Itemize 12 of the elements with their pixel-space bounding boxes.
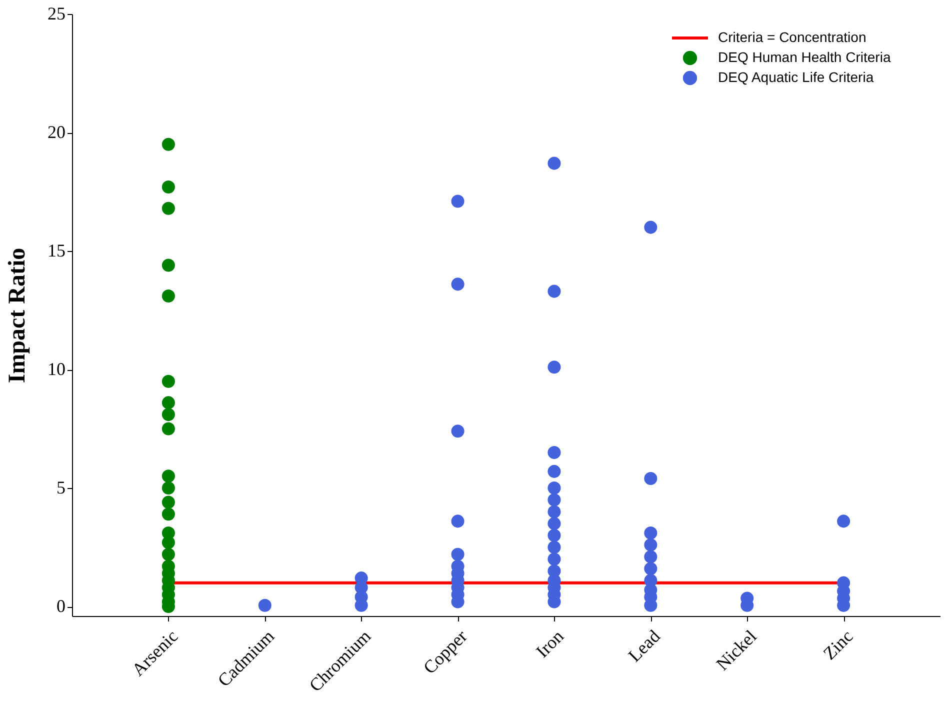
y-tick-label: 0 [56,596,66,616]
legend-label: DEQ Aquatic Life Criteria [718,69,874,85]
x-tick-label: Zinc [819,626,857,664]
y-tick-label: 10 [48,359,66,380]
y-axis-title: Impact Ratio [4,248,30,384]
x-tick-label: Iron [532,626,568,662]
y-tick-label: 15 [48,240,66,261]
y-tick-label: 25 [48,4,66,24]
y-tick-label: 5 [56,478,66,498]
y-tick-label: 20 [48,122,66,142]
legend-label: Criteria = Concentration [718,29,866,45]
legend-label: DEQ Human Health Criteria [718,49,891,65]
